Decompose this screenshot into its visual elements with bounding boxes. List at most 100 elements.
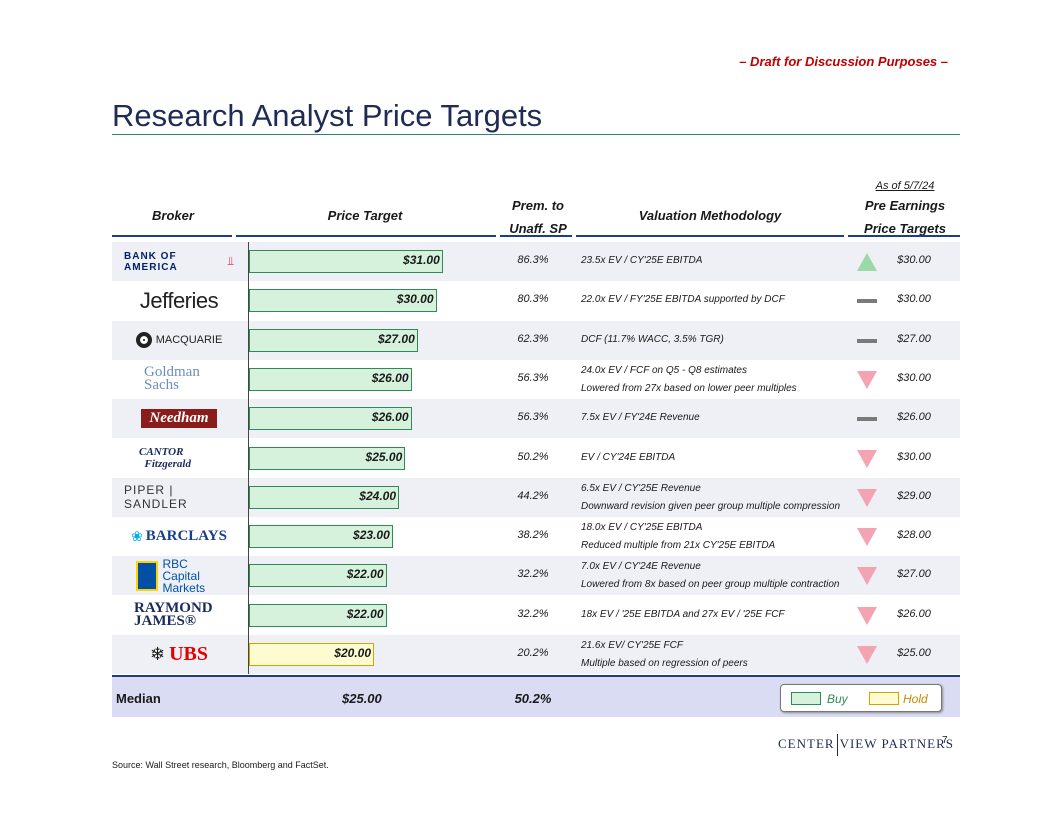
page-number: 7 [942,735,948,746]
valuation-methodology: 22.0x EV / FY'25E EBITDA supported by DC… [581,291,785,309]
premium-value: 80.3% [517,293,549,306]
methodology-line1: 22.0x EV / FY'25E EBITDA supported by DC… [581,294,785,306]
valuation-methodology: DCF (11.7% WACC, 3.5% TGR) [581,331,724,349]
premium-value: 20.2% [517,647,549,659]
pre-earnings-target: $29.00 [897,489,931,502]
price-target-bar [249,485,399,509]
bank-of-america-logo: BANK OF AMERICA ⫫ [124,250,234,273]
valuation-methodology: 21.6x EV/ CY'25E FCF Multiple based on re… [581,637,748,673]
premium-value: 56.3% [517,411,549,424]
methodology-line2: Reduced multiple from 21x CY'25E EBITDA [581,540,776,552]
price-target-label: $31.00 [403,253,440,267]
methodology-line2: Multiple based on regression of peers [581,658,748,669]
price-target-bar [249,564,387,588]
methodology-line1: 23.5x EV / CY'25E EBITDA [581,255,703,266]
goldman-sachs-logo: Goldman Sachs [144,364,200,394]
cantor-fitzgerald-logo: CANTOR Fitzgerald [139,446,191,470]
premium-value: 38.2% [517,529,549,542]
barclays-logo: ❀ BARCLAYS [131,528,227,545]
source-note: Source: Wall Street research, Bloomberg … [112,760,329,770]
pre-earnings-target: $28.00 [897,529,931,542]
legend: Buy Hold [780,684,942,712]
price-target-bar [249,407,412,431]
methodology-line1: 7.5x EV / FY'24E Revenue [581,412,700,424]
pre-earnings-target: $27.00 [897,568,931,581]
premium-value: 32.2% [517,607,549,620]
pre-earnings-target: $30.00 [897,450,931,463]
price-target-bar [249,525,393,549]
pre-earnings-target: $27.00 [897,332,931,345]
header-rule-pre [848,235,960,237]
premium-value: 62.3% [517,332,549,345]
needham-logo: Needham [124,399,234,438]
valuation-methodology: 24.0x EV / FCF on Q5 - Q8 estimates Lower… [581,362,797,398]
premium-value: 86.3% [517,254,549,266]
price-target-bar [249,289,437,313]
table-row: Goldman Sachs $26.00 56.3% 24.0x EV / FCF on… [112,360,960,399]
methodology-line1: EV / CY'24E EBITDA [581,451,676,463]
price-target-bar [249,603,387,627]
table-row: RBC Capital Markets $22.00 32.2% 7.0x EV / CY… [112,556,960,596]
page-title: Research Analyst Price Targets [112,98,543,133]
legend-buy-label: Buy [827,692,848,706]
valuation-methodology: 7.5x EV / FY'24E Revenue [581,409,700,427]
bar-axis [248,242,249,674]
pre-earnings-target: $25.00 [897,647,931,659]
median-prem: 50.2% [514,691,552,706]
table-row: ❀ BARCLAYS $23.00 38.2% 18.0x EV / CY'25E EB… [112,517,960,556]
triangle-up-icon [856,252,878,272]
header-rule-methodology [576,235,844,237]
price-target-label: $26.00 [371,370,409,385]
header-prem-line1: Prem. to [511,198,564,213]
price-target-bar [249,446,406,470]
title-divider [112,134,960,135]
dash-icon [856,409,878,429]
methodology-line1: DCF (11.7% WACC, 3.5% TGR) [581,333,724,345]
centerview-logo: CENTER VIEW PARTNERS [778,734,954,756]
header-rule-price [236,235,496,237]
methodology-line2: Lowered from 8x based on peer group mult… [581,579,840,591]
raymond-james-logo: RAYMOND JAMES® [134,600,213,630]
header-pre-line1: Pre Earnings [864,198,946,213]
valuation-methodology: 23.5x EV / CY'25E EBITDA [581,252,702,270]
triangle-down-icon [856,488,878,508]
valuation-methodology: 18x EV / '25E EBITDA and 27x EV / '25E F… [581,606,785,624]
header-prem-line2: Unaff. SP [509,221,567,236]
draft-note: – Draft for Discussion Purposes – [739,54,948,69]
pre-earnings-target: $26.00 [897,411,931,424]
price-target-label: $20.00 [334,646,371,660]
methodology-line1: 6.5x EV / CY'25E Revenue [581,482,701,494]
ubs-logo: ❄ UBS [150,643,208,665]
legend-hold-label: Hold [903,692,928,706]
premium-value: 50.2% [517,450,549,463]
methodology-line1: 21.6x EV/ CY'25E FCF [581,640,683,651]
valuation-methodology: 7.0x EV / CY'24E Revenue Lowered from 8x … [581,558,839,594]
table-row: Jefferies $30.00 80.3% 22.0x EV / FY'25E EB… [112,281,960,320]
triangle-down-icon [856,606,878,626]
price-target-label: $25.00 [365,449,403,464]
table-row: CANTOR Fitzgerald $25.00 50.2% EV / CY'24E … [112,439,960,478]
valuation-methodology: EV / CY'24E EBITDA [581,449,675,467]
triangle-down-icon [856,645,878,665]
legend-hold-swatch [869,692,899,705]
methodology-line1: 18.0x EV / CY'25E EBITDA [581,522,703,534]
legend-buy-swatch [791,692,821,705]
as-of-date: As of 5/7/24 [875,180,935,192]
header-rule-broker [112,235,232,237]
table-row: ❄ UBS $20.00 20.2% 21.6x EV/ CY'25E FCF Multi… [112,635,960,674]
triangle-down-icon [856,370,878,390]
valuation-methodology: 6.5x EV / CY'25E Revenue Downward revisio… [581,480,840,516]
price-target-label: $27.00 [378,331,415,346]
brand-left: CENTER [778,735,835,751]
piper-sandler-logo: PIPER | SANDLER [124,483,188,512]
table-row: PIPER | SANDLER $24.00 44.2% 6.5x EV / CY'2… [112,477,960,517]
pre-earnings-target: $30.00 [897,254,931,266]
price-target-label: $24.00 [359,488,396,503]
header-rule-prem [500,235,572,237]
methodology-line1: 24.0x EV / FCF on Q5 - Q8 estimates [581,364,747,376]
price-target-label: $22.00 [346,606,384,621]
header-methodology: Valuation Methodology [638,208,782,223]
price-target-label: $30.00 [396,292,434,307]
price-target-label: $22.00 [346,567,384,582]
methodology-line1: 7.0x EV / CY'24E Revenue [581,561,701,573]
